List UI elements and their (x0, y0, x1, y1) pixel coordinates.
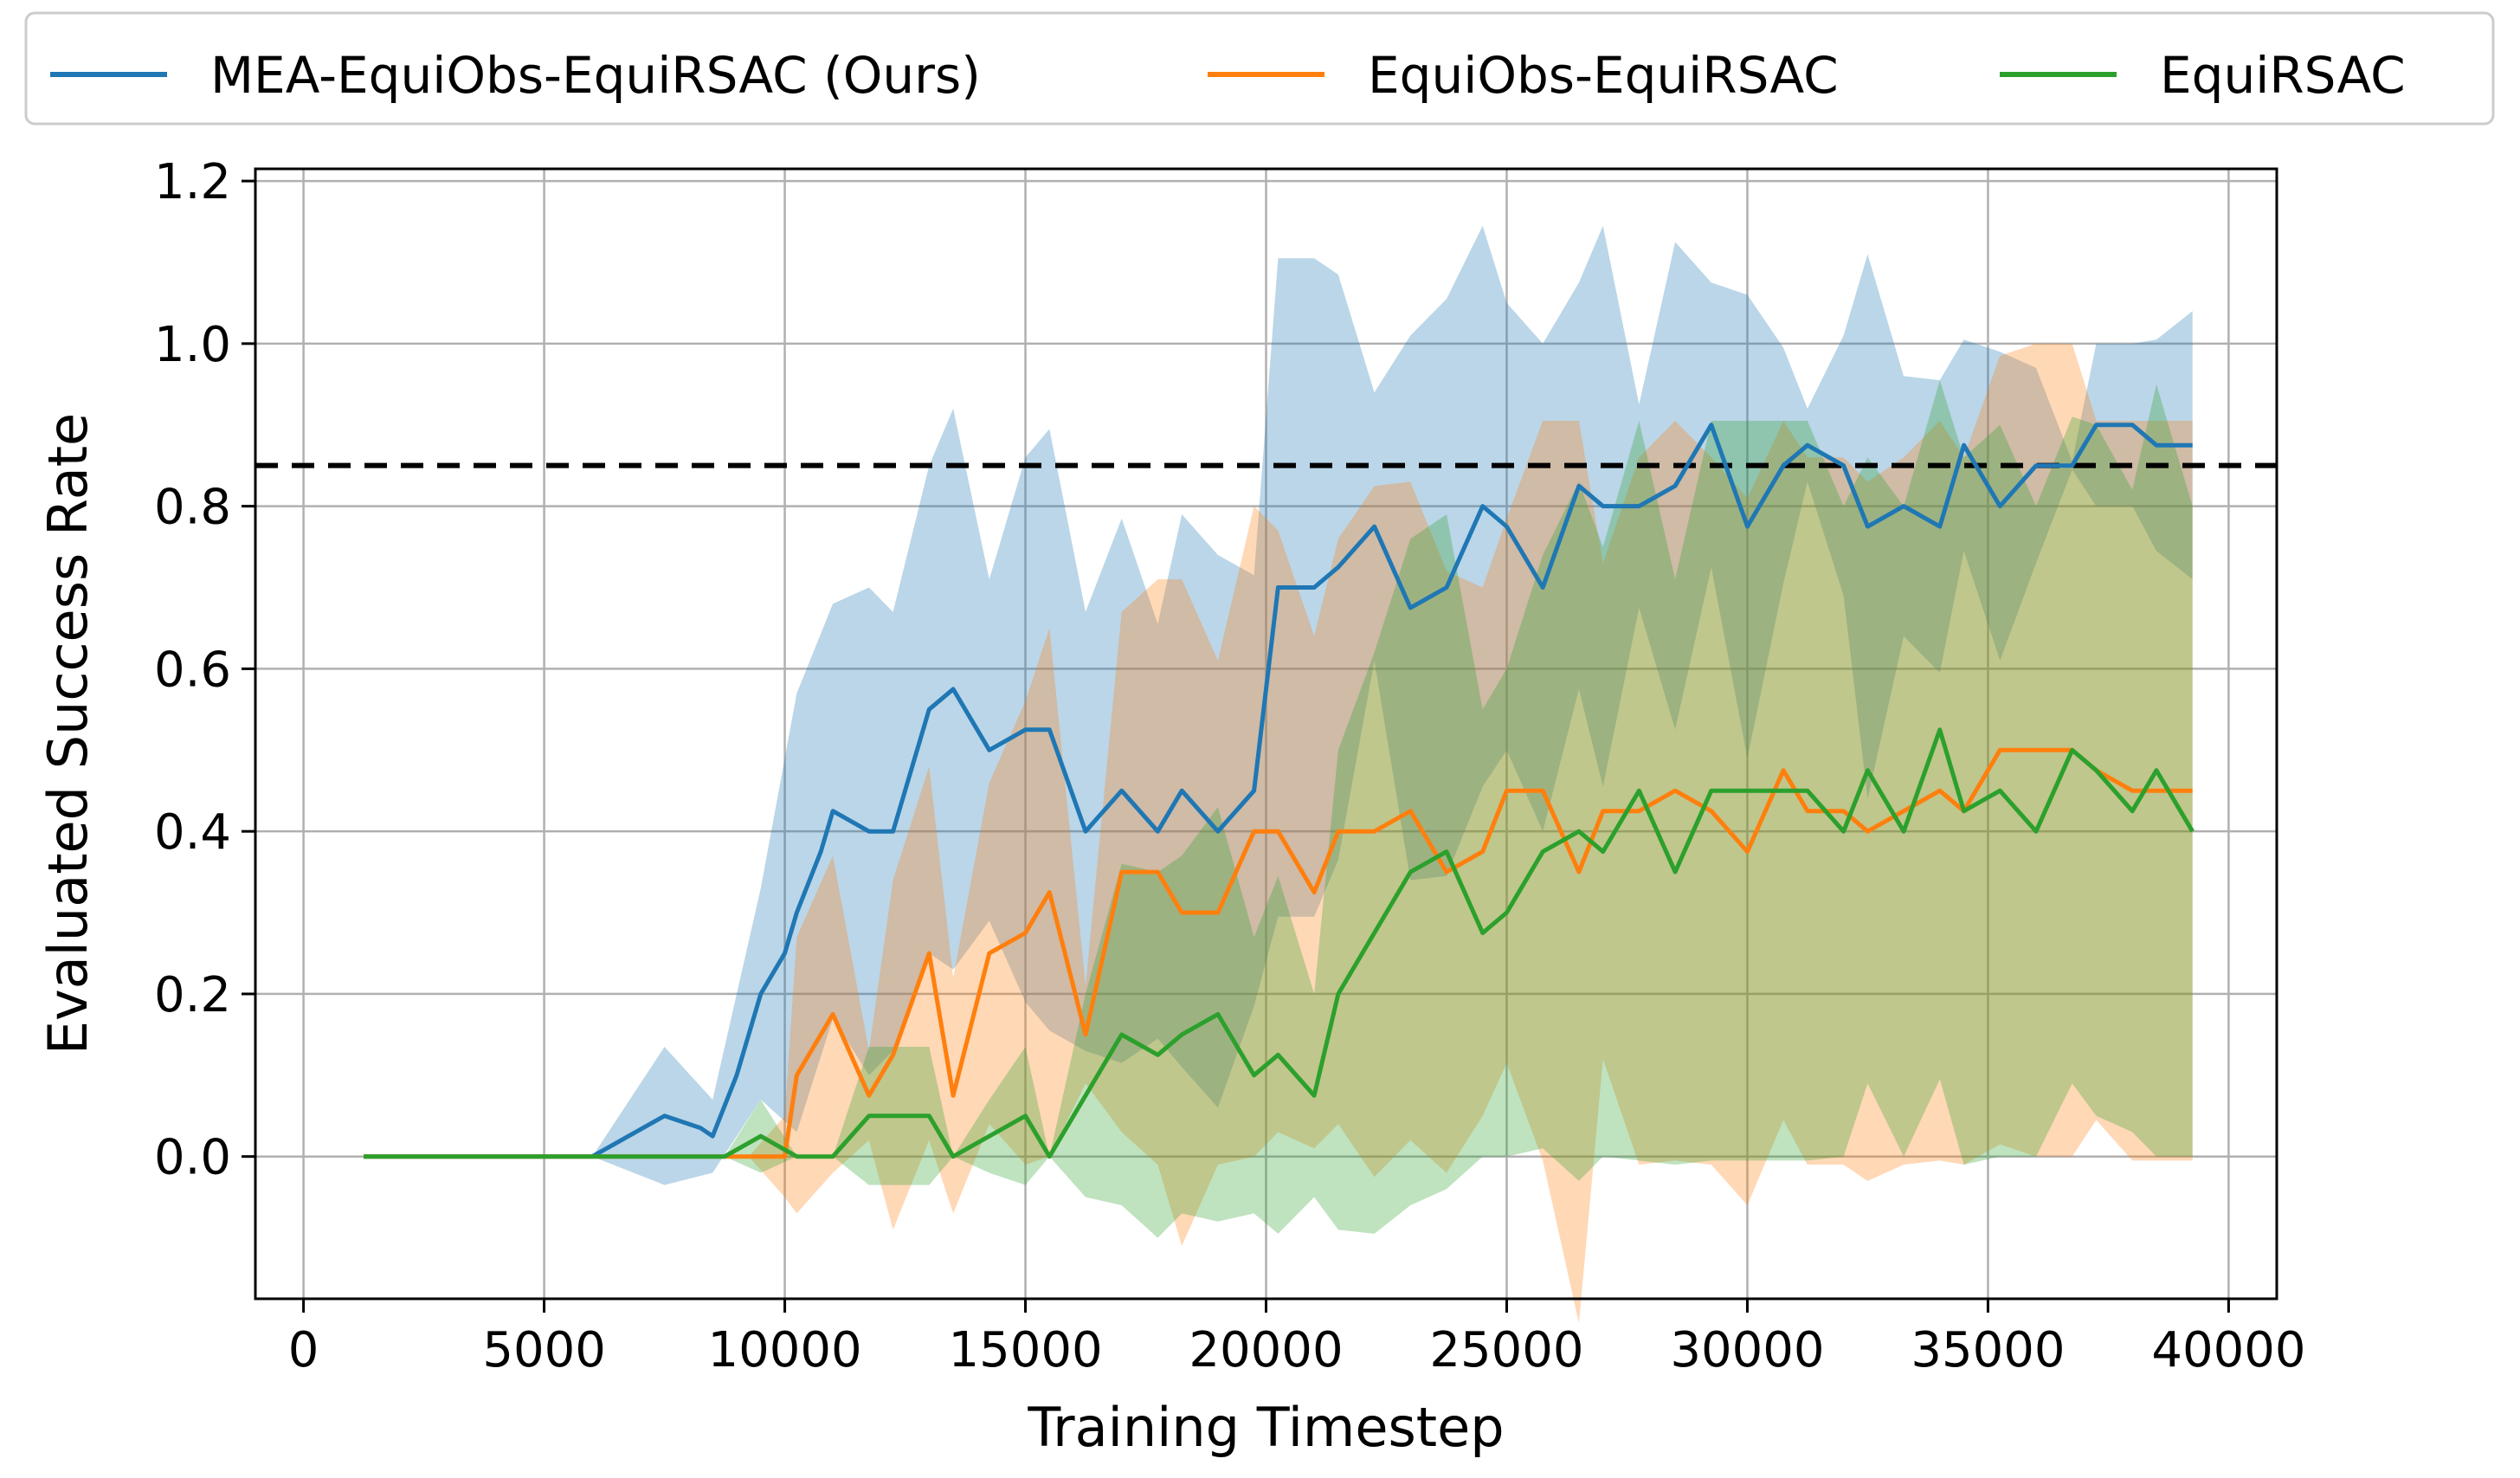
x-tick-label-2: 10000 (707, 1322, 861, 1378)
x-axis-ticks: 0 5000 10000 15000 20000 25000 30000 35000 40000 (288, 1299, 2305, 1378)
y-axis-label: Evaluated Success Rate (36, 413, 100, 1055)
x-tick-label-5: 25000 (1429, 1322, 1583, 1378)
grid (255, 169, 2277, 1299)
legend-entry-1: EquiObs-EquiRSAC (1368, 46, 1839, 105)
y-tick-label-4: 0.8 (154, 480, 231, 536)
line-series-2 (364, 727, 2195, 1159)
legend-frame (24, 11, 2495, 126)
legend: MEA-EquiObs-EquiRSAC (Ours) EquiObs-Equi… (24, 11, 2495, 126)
series-lines (364, 423, 2195, 1159)
y-tick-label-5: 1.0 (154, 317, 231, 373)
y-tick-label-3: 0.6 (154, 642, 231, 698)
x-tick-label-8: 40000 (2151, 1322, 2305, 1378)
x-tick-label-4: 20000 (1189, 1322, 1343, 1378)
legend-entry-0: MEA-EquiObs-EquiRSAC (Ours) (210, 46, 981, 105)
legend-entry-2: EquiRSAC (2160, 46, 2406, 105)
x-tick-label-7: 35000 (1911, 1322, 2065, 1378)
x-tick-label-6: 30000 (1670, 1322, 1824, 1378)
y-tick-label-6: 1.2 (154, 154, 231, 210)
x-tick-label-0: 0 (288, 1322, 319, 1378)
x-tick-label-3: 15000 (948, 1322, 1102, 1378)
y-tick-label-2: 0.4 (154, 804, 231, 861)
x-tick-label-1: 5000 (482, 1322, 606, 1378)
band-series-0 (364, 225, 2193, 1185)
x-axis-label: Training Timestep (1027, 1396, 1504, 1459)
y-tick-label-0: 0.0 (154, 1130, 231, 1186)
y-axis-ticks: 0.0 0.2 0.4 0.6 0.8 1.0 1.2 (154, 154, 255, 1186)
y-tick-label-1: 0.2 (154, 967, 231, 1023)
band-series-2 (364, 380, 2193, 1238)
line-series-0 (364, 423, 2193, 1159)
